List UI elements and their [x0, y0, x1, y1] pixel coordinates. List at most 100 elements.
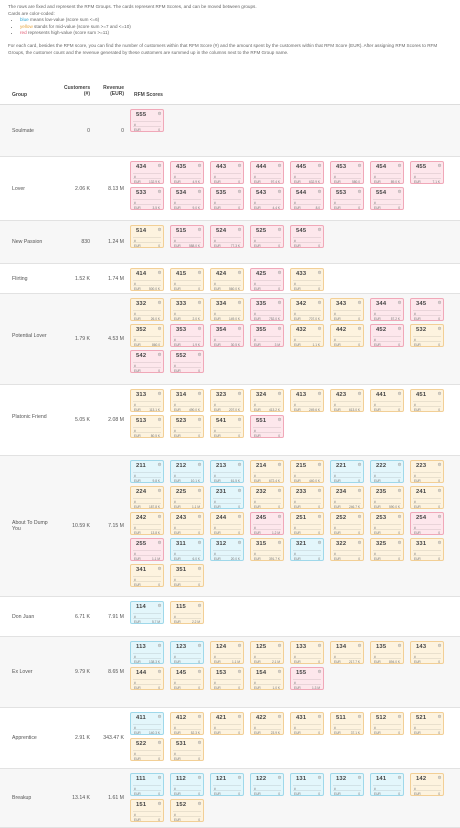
- drag-handle-icon[interactable]: ⚙: [157, 227, 162, 232]
- rfm-score-card[interactable]: 322 ⚙ # EUR 0: [330, 538, 364, 561]
- drag-handle-icon[interactable]: ⚙: [317, 189, 322, 194]
- drag-handle-icon[interactable]: ⚙: [237, 270, 242, 275]
- rfm-score-card[interactable]: 321 ⚙ # EUR 0: [290, 538, 324, 561]
- drag-handle-icon[interactable]: ⚙: [437, 488, 442, 493]
- rfm-score-card[interactable]: 555 ⚙ # EUR 0: [130, 109, 164, 132]
- drag-handle-icon[interactable]: ⚙: [317, 163, 322, 168]
- drag-handle-icon[interactable]: ⚙: [397, 714, 402, 719]
- rfm-score-card[interactable]: 224 ⚙ # EUR 187.8 K: [130, 486, 164, 509]
- rfm-score-card[interactable]: 145 ⚙ # EUR 0: [170, 667, 204, 690]
- rfm-score-card[interactable]: 551 ⚙ # EUR 0: [250, 415, 284, 438]
- drag-handle-icon[interactable]: ⚙: [197, 417, 202, 422]
- drag-handle-icon[interactable]: ⚙: [397, 391, 402, 396]
- rfm-score-card[interactable]: 213 ⚙ # EUR 61.5 K: [210, 460, 244, 483]
- rfm-score-card[interactable]: 353 ⚙ # EUR 1.9 K: [170, 324, 204, 347]
- drag-handle-icon[interactable]: ⚙: [357, 326, 362, 331]
- rfm-score-card[interactable]: 524 ⚙ # EUR 77.3 K: [210, 225, 244, 248]
- rfm-score-card[interactable]: 432 ⚙ # EUR 1.1 K: [290, 324, 324, 347]
- drag-handle-icon[interactable]: ⚙: [237, 488, 242, 493]
- drag-handle-icon[interactable]: ⚙: [237, 775, 242, 780]
- rfm-score-card[interactable]: 312 ⚙ # EUR 20.0 K: [210, 538, 244, 561]
- rfm-score-card[interactable]: 433 ⚙ # EUR 0: [290, 268, 324, 291]
- rfm-score-card[interactable]: 225 ⚙ # EUR 1.1 M: [170, 486, 204, 509]
- drag-handle-icon[interactable]: ⚙: [437, 462, 442, 467]
- rfm-score-card[interactable]: 254 ⚙ # EUR 0: [410, 512, 444, 535]
- drag-handle-icon[interactable]: ⚙: [197, 488, 202, 493]
- rfm-score-card[interactable]: 245 ⚙ # EUR 1.2 M: [250, 512, 284, 535]
- drag-handle-icon[interactable]: ⚙: [157, 111, 162, 116]
- drag-handle-icon[interactable]: ⚙: [437, 326, 442, 331]
- drag-handle-icon[interactable]: ⚙: [357, 462, 362, 467]
- drag-handle-icon[interactable]: ⚙: [317, 270, 322, 275]
- drag-handle-icon[interactable]: ⚙: [317, 326, 322, 331]
- drag-handle-icon[interactable]: ⚙: [277, 417, 282, 422]
- rfm-score-card[interactable]: 223 ⚙ # EUR 0: [410, 460, 444, 483]
- rfm-score-card[interactable]: 133 ⚙ # EUR 0: [290, 641, 324, 664]
- drag-handle-icon[interactable]: ⚙: [357, 540, 362, 545]
- drag-handle-icon[interactable]: ⚙: [277, 488, 282, 493]
- rfm-score-card[interactable]: 345 ⚙ # EUR 0: [410, 298, 444, 321]
- drag-handle-icon[interactable]: ⚙: [197, 643, 202, 648]
- drag-handle-icon[interactable]: ⚙: [237, 417, 242, 422]
- drag-handle-icon[interactable]: ⚙: [237, 643, 242, 648]
- drag-handle-icon[interactable]: ⚙: [277, 643, 282, 648]
- rfm-score-card[interactable]: 143 ⚙ # EUR 0: [410, 641, 444, 664]
- rfm-score-card[interactable]: 131 ⚙ # EUR 0: [290, 773, 324, 796]
- rfm-score-card[interactable]: 122 ⚙ # EUR 0: [250, 773, 284, 796]
- drag-handle-icon[interactable]: ⚙: [197, 300, 202, 305]
- rfm-score-card[interactable]: 431 ⚙ # EUR 0: [290, 712, 324, 735]
- drag-handle-icon[interactable]: ⚙: [317, 300, 322, 305]
- drag-handle-icon[interactable]: ⚙: [277, 540, 282, 545]
- drag-handle-icon[interactable]: ⚙: [157, 714, 162, 719]
- drag-handle-icon[interactable]: ⚙: [437, 714, 442, 719]
- rfm-score-card[interactable]: 445 ⚙ # EUR 632.9 K: [290, 161, 324, 184]
- drag-handle-icon[interactable]: ⚙: [277, 391, 282, 396]
- drag-handle-icon[interactable]: ⚙: [197, 514, 202, 519]
- drag-handle-icon[interactable]: ⚙: [197, 801, 202, 806]
- rfm-score-card[interactable]: 151 ⚙ # EUR 0: [130, 799, 164, 822]
- rfm-score-card[interactable]: 455 ⚙ # EUR 7.1 K: [410, 161, 444, 184]
- drag-handle-icon[interactable]: ⚙: [197, 270, 202, 275]
- drag-handle-icon[interactable]: ⚙: [157, 643, 162, 648]
- drag-handle-icon[interactable]: ⚙: [397, 540, 402, 545]
- rfm-score-card[interactable]: 512 ⚙ # EUR 0: [370, 712, 404, 735]
- rfm-score-card[interactable]: 232 ⚙ # EUR 0: [250, 486, 284, 509]
- rfm-score-card[interactable]: 554 ⚙ # EUR 0: [370, 187, 404, 210]
- drag-handle-icon[interactable]: ⚙: [237, 540, 242, 545]
- rfm-score-card[interactable]: 332 ⚙ # EUR 26.0 K: [130, 298, 164, 321]
- drag-handle-icon[interactable]: ⚙: [197, 462, 202, 467]
- rfm-score-card[interactable]: 255 ⚙ # EUR 1.1 M: [130, 538, 164, 561]
- rfm-score-card[interactable]: 251 ⚙ # EUR 0: [290, 512, 324, 535]
- drag-handle-icon[interactable]: ⚙: [157, 775, 162, 780]
- rfm-score-card[interactable]: 155 ⚙ # EUR 1.3 M: [290, 667, 324, 690]
- drag-handle-icon[interactable]: ⚙: [277, 189, 282, 194]
- rfm-score-card[interactable]: 552 ⚙ # EUR 0: [170, 350, 204, 373]
- drag-handle-icon[interactable]: ⚙: [157, 669, 162, 674]
- drag-handle-icon[interactable]: ⚙: [277, 669, 282, 674]
- drag-handle-icon[interactable]: ⚙: [237, 163, 242, 168]
- drag-handle-icon[interactable]: ⚙: [197, 775, 202, 780]
- drag-handle-icon[interactable]: ⚙: [157, 352, 162, 357]
- drag-handle-icon[interactable]: ⚙: [317, 462, 322, 467]
- drag-handle-icon[interactable]: ⚙: [397, 462, 402, 467]
- rfm-score-card[interactable]: 342 ⚙ # EUR 707.0 K: [290, 298, 324, 321]
- drag-handle-icon[interactable]: ⚙: [397, 514, 402, 519]
- rfm-score-card[interactable]: 335 ⚙ # EUR 752.0 K: [250, 298, 284, 321]
- rfm-score-card[interactable]: 134 ⚙ # EUR 217.7 K: [330, 641, 364, 664]
- drag-handle-icon[interactable]: ⚙: [357, 775, 362, 780]
- drag-handle-icon[interactable]: ⚙: [157, 540, 162, 545]
- drag-handle-icon[interactable]: ⚙: [197, 352, 202, 357]
- drag-handle-icon[interactable]: ⚙: [357, 488, 362, 493]
- drag-handle-icon[interactable]: ⚙: [317, 643, 322, 648]
- rfm-score-card[interactable]: 331 ⚙ # EUR 0: [410, 538, 444, 561]
- rfm-score-card[interactable]: 522 ⚙ # EUR 0: [130, 738, 164, 761]
- rfm-score-card[interactable]: 425 ⚙ # EUR 0: [250, 268, 284, 291]
- drag-handle-icon[interactable]: ⚙: [357, 714, 362, 719]
- rfm-score-card[interactable]: 352 ⚙ # EUR 860.0: [130, 324, 164, 347]
- rfm-score-card[interactable]: 521 ⚙ # EUR 0: [410, 712, 444, 735]
- rfm-score-card[interactable]: 541 ⚙ # EUR 0: [210, 415, 244, 438]
- drag-handle-icon[interactable]: ⚙: [237, 300, 242, 305]
- rfm-score-card[interactable]: 334 ⚙ # EUR 149.0 K: [210, 298, 244, 321]
- rfm-score-card[interactable]: 314 ⚙ # EUR 490.0 K: [170, 389, 204, 412]
- rfm-score-card[interactable]: 435 ⚙ # EUR 4.9 K: [170, 161, 204, 184]
